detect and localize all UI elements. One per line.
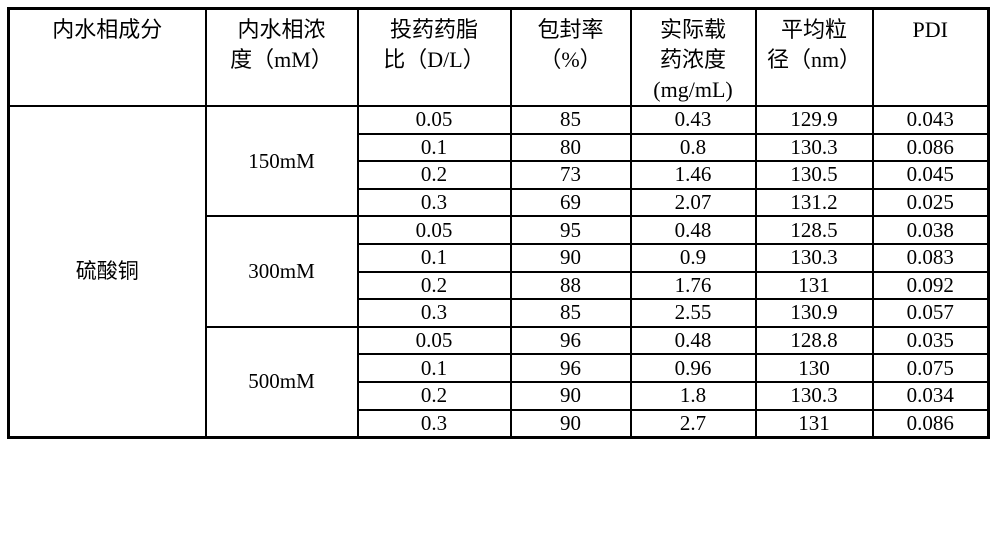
cell-encapsulation: 90 [509, 242, 632, 273]
cell-pdi: 0.092 [871, 270, 990, 301]
cell-encapsulation: 96 [509, 353, 632, 383]
cell-dl-ratio: 0.3 [356, 187, 512, 218]
table-row: 500mM 0.05 96 0.48 128.8 0.035 [9, 325, 990, 439]
cell-pdi: 0.045 [871, 160, 990, 190]
cell-pdi: 0.035 [871, 325, 990, 356]
cell-pdi: 0.038 [871, 215, 990, 245]
cell-pdi: 0.086 [871, 408, 990, 439]
cell-drug-conc: 0.9 [629, 242, 757, 273]
cell-particle-size: 130.5 [754, 160, 874, 190]
cell-dl-ratio: 0.05 [356, 325, 512, 356]
header-particle-size: 平均粒 径（nm） [754, 7, 874, 107]
table-row: 0.3 85 2.55 130.9 0.057 [9, 298, 990, 328]
header-encapsulation: 包封率 （%） [509, 7, 632, 107]
cell-drug-conc: 0.96 [629, 353, 757, 383]
cell-drug-conc: 0.8 [629, 132, 757, 163]
cell-pdi: 0.075 [871, 353, 990, 383]
cell-pdi: 0.057 [871, 298, 990, 328]
header-dl-ratio: 投药药脂 比（D/L） [356, 7, 512, 107]
cell-dl-ratio: 0.2 [356, 380, 512, 411]
cell-dl-ratio: 0.1 [356, 242, 512, 273]
cell-drug-conc: 1.46 [629, 160, 757, 190]
cell-encapsulation: 85 [509, 105, 632, 135]
cell-particle-size: 128.5 [754, 215, 874, 245]
cell-particle-size: 129.9 [754, 105, 874, 135]
table-body: 硫酸铜 150mM 0.05 85 0.43 129.9 0.043 0.1 80 0.8 130.… [7, 104, 990, 439]
header-pdi: PDI [871, 7, 990, 107]
cell-dl-ratio: 0.2 [356, 160, 512, 190]
cell-pdi: 0.083 [871, 242, 990, 273]
cell-drug-conc: 1.8 [629, 380, 757, 411]
table-row: 0.1 96 0.96 130 0.075 [9, 353, 990, 383]
cell-encapsulation: 73 [509, 160, 632, 190]
cell-particle-size: 128.8 [754, 325, 874, 356]
table-row: 0.2 88 1.76 131 0.092 [9, 270, 990, 301]
cell-dl-ratio: 0.05 [356, 215, 512, 245]
cell-drug-conc: 0.43 [629, 105, 757, 135]
cell-drug-conc: 0.48 [629, 215, 757, 245]
cell-particle-size: 131.2 [754, 187, 874, 218]
cell-dl-ratio: 0.2 [356, 270, 512, 301]
table-row: 0.3 69 2.07 131.2 0.025 [9, 187, 990, 218]
cell-concentration: 150mM [204, 104, 359, 218]
table-row: 0.3 90 2.7 131 0.086 [9, 408, 990, 439]
cell-drug-conc: 0.48 [629, 325, 757, 356]
cell-drug-conc: 2.55 [629, 298, 757, 328]
cell-encapsulation: 85 [509, 298, 632, 328]
table-row: 0.2 90 1.8 130.3 0.034 [9, 380, 990, 411]
document-page: 内水相成分 内水相浓 度（mM） 投药药脂 比（D/L） 包封率 （%） 实际载… [7, 7, 990, 440]
cell-particle-size: 130 [754, 353, 874, 383]
table-header: 内水相成分 内水相浓 度（mM） 投药药脂 比（D/L） 包封率 （%） 实际载… [7, 7, 990, 107]
cell-concentration: 500mM [204, 325, 359, 439]
cell-particle-size: 130.3 [754, 242, 874, 273]
cell-encapsulation: 88 [509, 270, 632, 301]
cell-dl-ratio: 0.3 [356, 298, 512, 328]
table-row: 0.2 73 1.46 130.5 0.045 [9, 160, 990, 190]
cell-encapsulation: 96 [509, 325, 632, 356]
table-row: 硫酸铜 150mM 0.05 85 0.43 129.9 0.043 [7, 104, 990, 439]
cell-encapsulation: 90 [509, 380, 632, 411]
cell-encapsulation: 90 [509, 408, 632, 439]
cell-drug-conc: 1.76 [629, 270, 757, 301]
cell-pdi: 0.034 [871, 380, 990, 411]
cell-drug-conc: 2.07 [629, 187, 757, 218]
cell-particle-size: 130.9 [754, 298, 874, 328]
cell-particle-size: 131 [754, 408, 874, 439]
cell-encapsulation: 95 [509, 215, 632, 245]
cell-composition: 硫酸铜 [7, 105, 207, 439]
table-row: 0.1 80 0.8 130.3 0.086 [9, 132, 990, 163]
cell-pdi: 0.086 [871, 132, 990, 163]
cell-dl-ratio: 0.05 [356, 105, 512, 135]
cell-dl-ratio: 0.1 [356, 132, 512, 163]
cell-encapsulation: 69 [509, 187, 632, 218]
header-composition: 内水相成分 [7, 7, 207, 107]
table-row: 300mM 0.05 95 0.48 128.5 0.038 [9, 215, 990, 328]
cell-drug-conc: 2.7 [629, 408, 757, 439]
cell-dl-ratio: 0.3 [356, 408, 512, 439]
header-concentration: 内水相浓 度（mM） [204, 7, 359, 107]
cell-particle-size: 130.3 [754, 132, 874, 163]
table-row: 0.1 90 0.9 130.3 0.083 [9, 242, 990, 273]
cell-particle-size: 131 [754, 270, 874, 301]
cell-pdi: 0.043 [871, 105, 990, 135]
header-drug-conc: 实际载 药浓度 (mg/mL) [629, 7, 757, 107]
cell-particle-size: 130.3 [754, 380, 874, 411]
header-row: 内水相成分 内水相浓 度（mM） 投药药脂 比（D/L） 包封率 （%） 实际载… [7, 7, 990, 107]
cell-pdi: 0.025 [871, 187, 990, 218]
cell-encapsulation: 80 [509, 132, 632, 163]
cell-concentration: 300mM [204, 215, 359, 328]
cell-dl-ratio: 0.1 [356, 353, 512, 383]
formulation-table: 内水相成分 内水相浓 度（mM） 投药药脂 比（D/L） 包封率 （%） 实际载… [7, 7, 990, 440]
